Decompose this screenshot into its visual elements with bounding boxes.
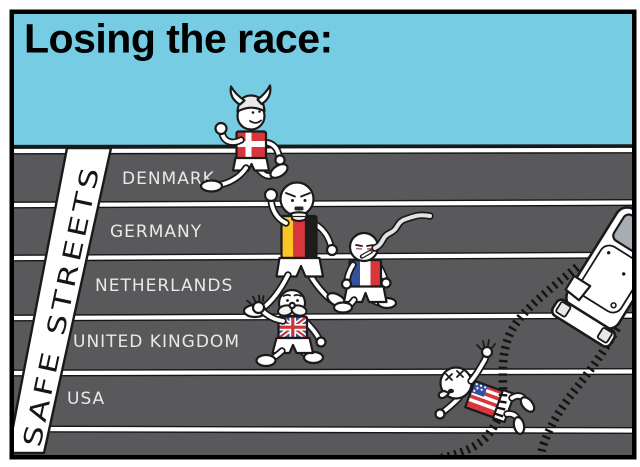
denmark-runner-icon [199, 84, 289, 193]
lane-label-denmark: DENMARK [122, 169, 215, 189]
panel-frame [9, 9, 637, 460]
usa-flag-vest [463, 379, 505, 419]
lane-label-netherlands: NETHERLANDS [95, 276, 233, 296]
lane-lines [14, 146, 632, 434]
lane-label-usa: USA [67, 389, 105, 409]
walrus-mustache-icon [277, 301, 308, 317]
lane-label-germany: GERMANY [110, 222, 202, 242]
netherlands-runner-icon [332, 211, 434, 314]
horizon-line [14, 144, 632, 148]
viking-helmet-icon [229, 84, 272, 113]
usa-runner-icon [434, 339, 536, 435]
race-track [14, 146, 632, 455]
joint-smoke-icon [359, 211, 434, 259]
lane-labels: DENMARK GERMANY NETHERLANDS UNITED KINGD… [67, 169, 240, 409]
uk-flag-vest [277, 315, 309, 340]
car-rear-window [612, 213, 632, 260]
car-icon [550, 206, 632, 348]
sky [14, 14, 632, 147]
denmark-flag-vest [235, 130, 268, 160]
cartoon-title: Losing the race: [24, 16, 333, 62]
uk-runner-icon [246, 288, 327, 368]
lane-label-united-kingdom: UNITED KINGDOM [73, 332, 240, 352]
germany-runner-icon [242, 181, 347, 319]
tire-tracks-icon [434, 263, 621, 455]
toothbrush-mustache-icon [294, 206, 304, 211]
